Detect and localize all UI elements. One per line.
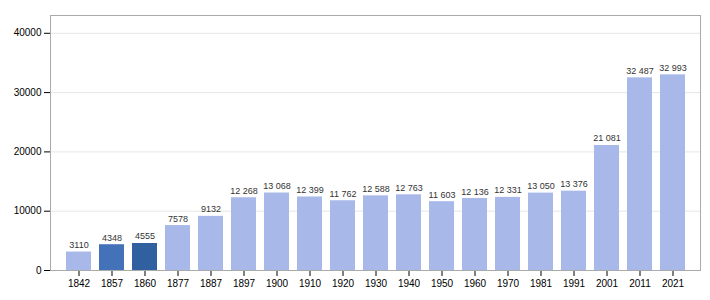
svg-text:13 050: 13 050 (527, 181, 555, 191)
svg-text:9132: 9132 (201, 204, 221, 214)
svg-text:13 068: 13 068 (263, 181, 291, 191)
svg-text:12 763: 12 763 (395, 183, 423, 193)
svg-text:1981: 1981 (530, 278, 553, 289)
svg-text:30000: 30000 (14, 87, 42, 98)
svg-text:32 993: 32 993 (659, 63, 687, 73)
svg-text:2011: 2011 (629, 278, 651, 289)
svg-text:4555: 4555 (135, 231, 155, 241)
svg-text:3110: 3110 (69, 240, 88, 250)
svg-text:13 376: 13 376 (560, 179, 588, 189)
svg-text:12 136: 12 136 (461, 187, 489, 197)
svg-text:4348: 4348 (102, 233, 122, 243)
svg-text:20000: 20000 (14, 146, 42, 157)
svg-text:1860: 1860 (134, 278, 157, 289)
svg-text:1897: 1897 (233, 278, 256, 289)
svg-text:1940: 1940 (398, 278, 421, 289)
svg-text:1991: 1991 (563, 278, 586, 289)
svg-text:1887: 1887 (200, 278, 223, 289)
svg-text:1910: 1910 (299, 278, 322, 289)
svg-text:1877: 1877 (167, 278, 190, 289)
svg-text:1842: 1842 (68, 278, 91, 289)
svg-text:10000: 10000 (14, 205, 42, 216)
svg-text:11 603: 11 603 (429, 190, 456, 200)
svg-text:1950: 1950 (431, 278, 454, 289)
svg-text:1920: 1920 (332, 278, 355, 289)
svg-text:12 268: 12 268 (230, 186, 258, 196)
svg-text:1900: 1900 (266, 278, 289, 289)
svg-text:12 331: 12 331 (494, 185, 522, 195)
svg-text:32 487: 32 487 (626, 66, 654, 76)
svg-text:1930: 1930 (365, 278, 388, 289)
svg-text:1857: 1857 (101, 278, 124, 289)
svg-text:11 762: 11 762 (330, 189, 357, 199)
svg-text:0: 0 (36, 265, 42, 276)
svg-text:12 588: 12 588 (362, 184, 390, 194)
svg-text:40000: 40000 (14, 27, 42, 38)
svg-text:2001: 2001 (596, 278, 619, 289)
svg-text:2021: 2021 (662, 278, 685, 289)
svg-text:12 399: 12 399 (296, 185, 324, 195)
svg-text:1970: 1970 (497, 278, 520, 289)
svg-text:7578: 7578 (168, 214, 188, 224)
svg-text:21 081: 21 081 (593, 133, 621, 143)
svg-text:1960: 1960 (464, 278, 487, 289)
